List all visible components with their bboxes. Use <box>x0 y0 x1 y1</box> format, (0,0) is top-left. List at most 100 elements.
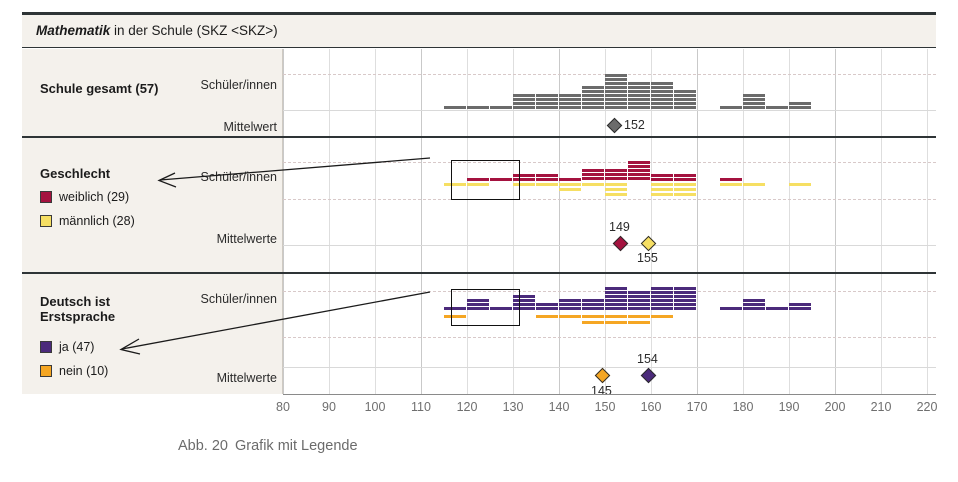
mean-label-ja: 154 <box>637 352 658 366</box>
legend-label-maennlich: männlich (28) <box>59 214 135 228</box>
bar-weiblich <box>536 174 558 182</box>
bar-gesamt <box>536 94 558 110</box>
x-tick: 100 <box>364 400 386 414</box>
bar-maennlich <box>674 183 696 197</box>
bar-gesamt <box>513 94 535 110</box>
bar-ja <box>628 291 650 311</box>
chart-title: Mathematik in der Schule (SKZ <SKZ>) <box>36 23 278 38</box>
x-tick: 160 <box>640 400 662 414</box>
bar-ja <box>467 299 489 311</box>
plot-area-geschlecht: 149 155 <box>283 138 936 272</box>
legend-item-nein[interactable]: nein (10) <box>40 364 108 378</box>
legend-item-ja[interactable]: ja (47) <box>40 340 94 354</box>
x-tick: 110 <box>411 400 431 414</box>
group-title-geschlecht: Geschlecht <box>40 166 111 181</box>
mean-diamond-nein <box>594 367 611 384</box>
legend-swatch-ja <box>40 341 52 353</box>
bar-ja <box>605 287 627 311</box>
bar-nein <box>651 315 673 320</box>
legend-item-maennlich[interactable]: männlich (28) <box>40 214 135 228</box>
bar-gesamt <box>628 82 650 110</box>
x-tick: 90 <box>322 400 336 414</box>
bar-gesamt <box>605 74 627 110</box>
mean-label-weiblich: 149 <box>609 220 630 234</box>
highlight-box-geschlecht[interactable] <box>451 160 520 200</box>
x-tick: 210 <box>870 400 892 414</box>
group-title-sprache-line2: Erstsprache <box>40 309 116 325</box>
bar-ja <box>743 299 765 311</box>
row-label-gesamt-schueler: Schüler/innen <box>200 78 277 92</box>
x-tick: 220 <box>916 400 938 414</box>
highlight-box-sprache[interactable] <box>451 289 520 326</box>
bar-maennlich <box>743 183 765 187</box>
section-separator-2 <box>22 272 936 274</box>
bar-ja <box>582 299 604 311</box>
bar-nein <box>582 315 604 326</box>
bar-maennlich <box>582 183 604 187</box>
bar-weiblich <box>490 178 512 182</box>
figure-caption: Abb. 20 Grafik mit Legende <box>178 438 358 454</box>
legend-swatch-weiblich <box>40 191 52 203</box>
bar-weiblich <box>628 161 650 182</box>
mean-label-gesamt: 152 <box>624 118 645 132</box>
legend-label-weiblich: weiblich (29) <box>59 190 130 204</box>
x-tick: 180 <box>732 400 754 414</box>
bar-weiblich <box>674 174 696 182</box>
bar-gesamt <box>490 106 512 110</box>
bar-maennlich <box>513 183 535 187</box>
bar-maennlich <box>444 183 466 187</box>
bar-gesamt <box>559 94 581 110</box>
bar-ja <box>536 303 558 311</box>
legend-label-ja: ja (47) <box>59 340 95 354</box>
bar-maennlich <box>789 183 811 187</box>
row-label-sprache-mittelwerte: Mittelwerte <box>216 371 277 385</box>
bar-weiblich <box>513 174 535 182</box>
bar-maennlich <box>559 183 581 192</box>
x-tick: 190 <box>778 400 800 414</box>
legend-label-nein: nein (10) <box>59 364 109 378</box>
figure-caption-text: Grafik mit Legende <box>235 438 358 454</box>
group-title-sprache: Deutsch ist Erstsprache <box>40 294 115 325</box>
bar-nein <box>605 315 627 326</box>
bar-weiblich <box>720 178 742 182</box>
mean-label-maennlich: 155 <box>637 251 658 265</box>
row-label-gesamt-mittelwert: Mittelwert <box>223 120 277 134</box>
bar-gesamt <box>467 106 489 110</box>
x-tick: 140 <box>548 400 570 414</box>
x-axis-line <box>283 394 936 395</box>
legend-swatch-maennlich <box>40 215 52 227</box>
bar-nein <box>536 315 558 320</box>
plot-area-sprache: 145 154 <box>283 274 936 394</box>
bar-ja <box>513 295 535 311</box>
legend-item-weiblich[interactable]: weiblich (29) <box>40 190 129 204</box>
section-separator-1 <box>22 136 936 138</box>
x-tick: 120 <box>456 400 478 414</box>
bar-maennlich <box>720 183 742 187</box>
mean-diamond-weiblich <box>612 235 629 252</box>
bar-ja <box>720 307 742 311</box>
x-tick: 130 <box>502 400 524 414</box>
bar-gesamt <box>766 106 788 110</box>
bar-gesamt <box>743 94 765 110</box>
plot-area-gesamt: 152 <box>283 49 936 136</box>
bar-gesamt <box>674 90 696 110</box>
bar-weiblich <box>651 174 673 182</box>
bar-ja <box>490 307 512 311</box>
bar-gesamt <box>789 102 811 110</box>
label-column-gesamt: Schule gesamt (57) <box>22 49 283 136</box>
bar-ja <box>559 299 581 311</box>
bar-maennlich <box>651 183 673 197</box>
bar-ja <box>444 307 466 311</box>
bar-nein <box>444 315 466 320</box>
mean-diamond-ja <box>640 367 657 384</box>
bar-ja <box>766 307 788 311</box>
x-tick: 170 <box>686 400 708 414</box>
legend-swatch-nein <box>40 365 52 377</box>
bar-gesamt <box>444 106 466 110</box>
row-label-sprache-schueler: Schüler/innen <box>200 292 277 306</box>
mean-diamond-maennlich <box>640 235 657 252</box>
row-label-geschlecht-mittelwerte: Mittelwerte <box>216 232 277 246</box>
group-title-gesamt: Schule gesamt (57) <box>40 81 159 96</box>
bar-nein <box>559 315 581 320</box>
